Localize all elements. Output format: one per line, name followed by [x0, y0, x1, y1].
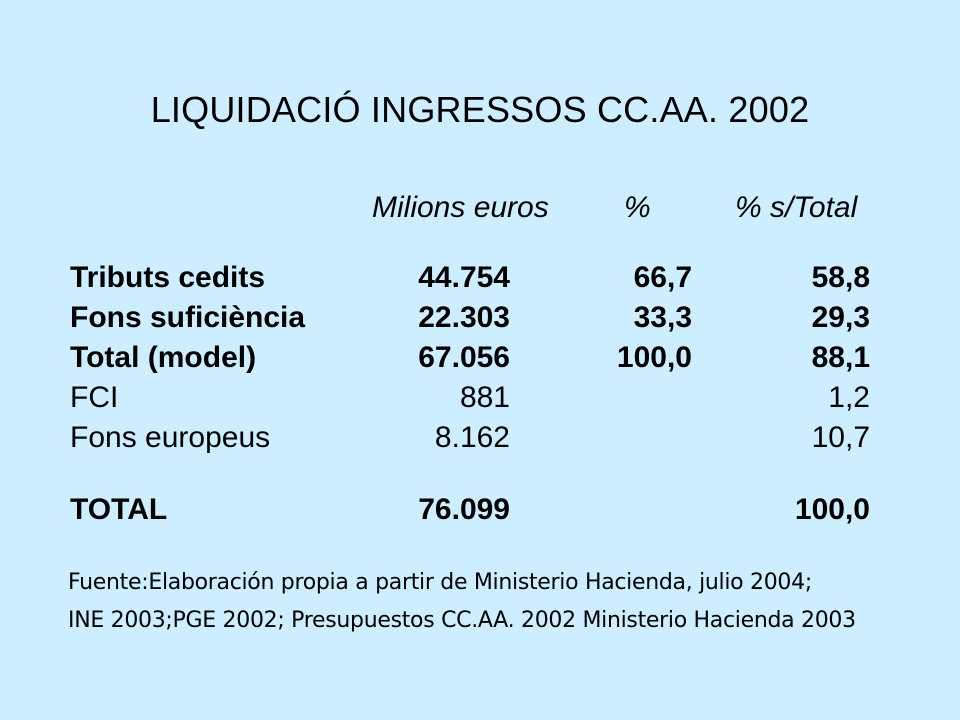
table-row-fci: FCI 881 1,2 [70, 378, 890, 418]
source-line-2: INE 2003;PGE 2002; Presupuestos CC.AA. 2… [68, 608, 856, 633]
row-percent-total: 100,0 [794, 493, 870, 526]
row-millions: 44.754 [418, 261, 510, 294]
source-note: Fuente:Elaboración propia a partir de Mi… [68, 564, 856, 640]
row-label: Fons europeus [70, 421, 271, 454]
row-millions: 67.056 [418, 341, 510, 374]
table-row-fons-suficiencia: Fons suficiència 22.303 33,3 29,3 [70, 298, 890, 338]
row-millions: 8.162 [434, 421, 510, 454]
row-label: Tributs cedits [70, 261, 266, 294]
row-label: Fons suficiència [70, 301, 306, 334]
header-percent: % [624, 191, 651, 224]
table-row-tributs-cedits: Tributs cedits 44.754 66,7 58,8 [70, 258, 890, 298]
header-percent-of-total: % s/Total [735, 191, 858, 224]
row-millions: 22.303 [418, 301, 510, 334]
row-label: TOTAL [70, 493, 168, 526]
row-millions: 76.099 [418, 493, 510, 526]
source-line-1: Fuente:Elaboración propia a partir de Mi… [68, 570, 812, 595]
row-percent-total: 10,7 [811, 421, 870, 454]
table-row-total: TOTAL 76.099 100,0 [70, 490, 890, 530]
row-percent-total: 1,2 [828, 381, 870, 414]
row-label: FCI [70, 381, 119, 414]
row-percent-total: 58,8 [811, 261, 870, 294]
header-millions-euros: Milions euros [372, 191, 549, 224]
row-percent: 33,3 [633, 301, 692, 334]
row-millions: 881 [459, 381, 510, 414]
row-label: Total (model) [70, 341, 257, 374]
table-row-total-model: Total (model) 67.056 100,0 88,1 [70, 338, 890, 378]
row-percent: 100,0 [616, 341, 692, 374]
row-percent-total: 29,3 [811, 301, 870, 334]
table-row-fons-europeus: Fons europeus 8.162 10,7 [70, 418, 890, 458]
row-percent: 66,7 [633, 261, 692, 294]
slide-title: LIQUIDACIÓ INGRESSOS CC.AA. 2002 [150, 89, 810, 130]
row-percent-total: 88,1 [811, 341, 870, 374]
